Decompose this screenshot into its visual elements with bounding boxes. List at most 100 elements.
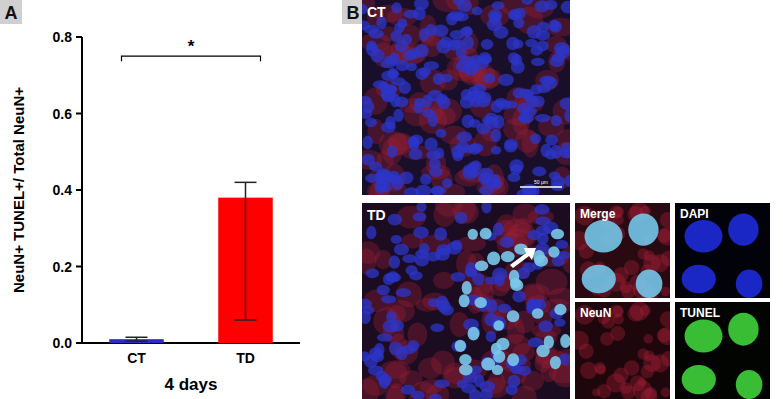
panel-label-box xyxy=(342,0,364,24)
nucleus xyxy=(399,171,413,184)
panel-label: A xyxy=(5,3,18,23)
tunel-nucleus xyxy=(493,350,505,363)
nucleus xyxy=(561,1,570,14)
error-bar xyxy=(235,182,257,320)
nucleus xyxy=(435,129,446,138)
nucleus xyxy=(365,174,379,183)
neun-signal xyxy=(641,365,655,379)
nucleus xyxy=(408,136,420,148)
error-cap xyxy=(126,340,148,342)
nucleus xyxy=(492,268,507,281)
nucleus xyxy=(469,143,483,152)
nucleus xyxy=(526,95,539,107)
nucleus xyxy=(387,145,397,158)
nucleus xyxy=(387,70,399,79)
nucleus xyxy=(385,116,396,129)
nucleus xyxy=(376,370,388,381)
nucleus xyxy=(415,255,429,266)
neun-signal xyxy=(613,368,628,383)
tunel-nucleus xyxy=(550,356,561,369)
tunel-nucleus xyxy=(462,281,472,295)
nucleus xyxy=(389,341,403,355)
neun-signal xyxy=(660,212,670,228)
image-label: TD xyxy=(367,207,386,223)
image-label: NeuN xyxy=(580,306,611,320)
nucleus xyxy=(471,7,482,15)
nucleus xyxy=(491,146,501,154)
neun-signal xyxy=(610,326,625,341)
nucleus xyxy=(512,88,525,98)
nucleus xyxy=(369,162,382,172)
neun-signal xyxy=(660,311,670,327)
nucleus xyxy=(434,380,450,389)
nucleus xyxy=(536,40,548,51)
image-background xyxy=(362,0,570,195)
nucleus xyxy=(437,93,448,104)
nucleus xyxy=(628,213,658,245)
nucleus xyxy=(531,58,545,66)
nucleus xyxy=(506,384,518,395)
bars xyxy=(109,182,273,343)
nucleus xyxy=(551,176,566,188)
y-tick-label: 0.4 xyxy=(53,182,73,198)
micrograph xyxy=(362,0,570,195)
significance-bracket xyxy=(122,56,261,61)
image-label: DAPI xyxy=(680,207,709,221)
nucleus xyxy=(522,0,533,5)
nucleus xyxy=(433,25,449,37)
nucleus xyxy=(497,100,511,110)
nucleus xyxy=(416,203,426,212)
nucleus xyxy=(518,113,534,124)
neun-signal xyxy=(613,306,624,317)
nucleus xyxy=(535,0,550,12)
x-axis-label: 4 days xyxy=(165,375,218,394)
annotation: * xyxy=(188,37,195,56)
nucleus xyxy=(440,305,454,316)
nucleus xyxy=(585,220,623,252)
nucleus xyxy=(507,173,520,182)
nucleus xyxy=(462,115,475,128)
tunel-nucleus xyxy=(492,365,503,375)
micrograph xyxy=(575,203,670,298)
scale-bar-label: 50 µm xyxy=(534,179,548,185)
nucleus xyxy=(413,212,427,221)
tunel-nucleus xyxy=(474,297,487,308)
neun-signal xyxy=(596,365,606,375)
nucleus xyxy=(486,331,496,342)
tunel-nucleus xyxy=(510,279,523,291)
nucleus xyxy=(409,149,423,160)
image-label: TUNEL xyxy=(680,306,720,320)
tunel-nucleus xyxy=(554,304,566,316)
nucleus xyxy=(561,143,570,153)
nucleus xyxy=(362,135,372,149)
image-background xyxy=(362,203,570,399)
micrograph xyxy=(362,203,570,399)
nucleus xyxy=(736,270,763,299)
tunel-nucleus xyxy=(532,308,544,318)
nucleus xyxy=(420,174,432,185)
nucleus xyxy=(409,271,423,280)
nucleus xyxy=(414,0,429,10)
nucleus xyxy=(513,17,524,28)
nucleus xyxy=(377,333,393,341)
tunel-nucleus xyxy=(496,338,509,351)
nucleus xyxy=(385,273,401,283)
nucleus xyxy=(728,313,758,346)
neun-signal xyxy=(643,334,653,344)
cytoplasm xyxy=(362,378,379,399)
cytoplasm xyxy=(433,203,455,227)
nucleus xyxy=(554,318,566,326)
nucleus xyxy=(415,68,428,80)
nucleus xyxy=(560,97,570,110)
tunel-nucleus xyxy=(480,228,492,240)
nucleus xyxy=(415,44,429,57)
y-tick xyxy=(76,189,82,191)
nucleus xyxy=(451,340,467,352)
image-background xyxy=(675,203,770,298)
image-label: Merge xyxy=(580,207,616,221)
tunel-nucleus xyxy=(551,229,564,239)
neun-signal xyxy=(630,375,646,391)
nucleus xyxy=(470,160,482,171)
tunel-nucleus xyxy=(544,335,554,348)
nucleus xyxy=(532,166,546,176)
